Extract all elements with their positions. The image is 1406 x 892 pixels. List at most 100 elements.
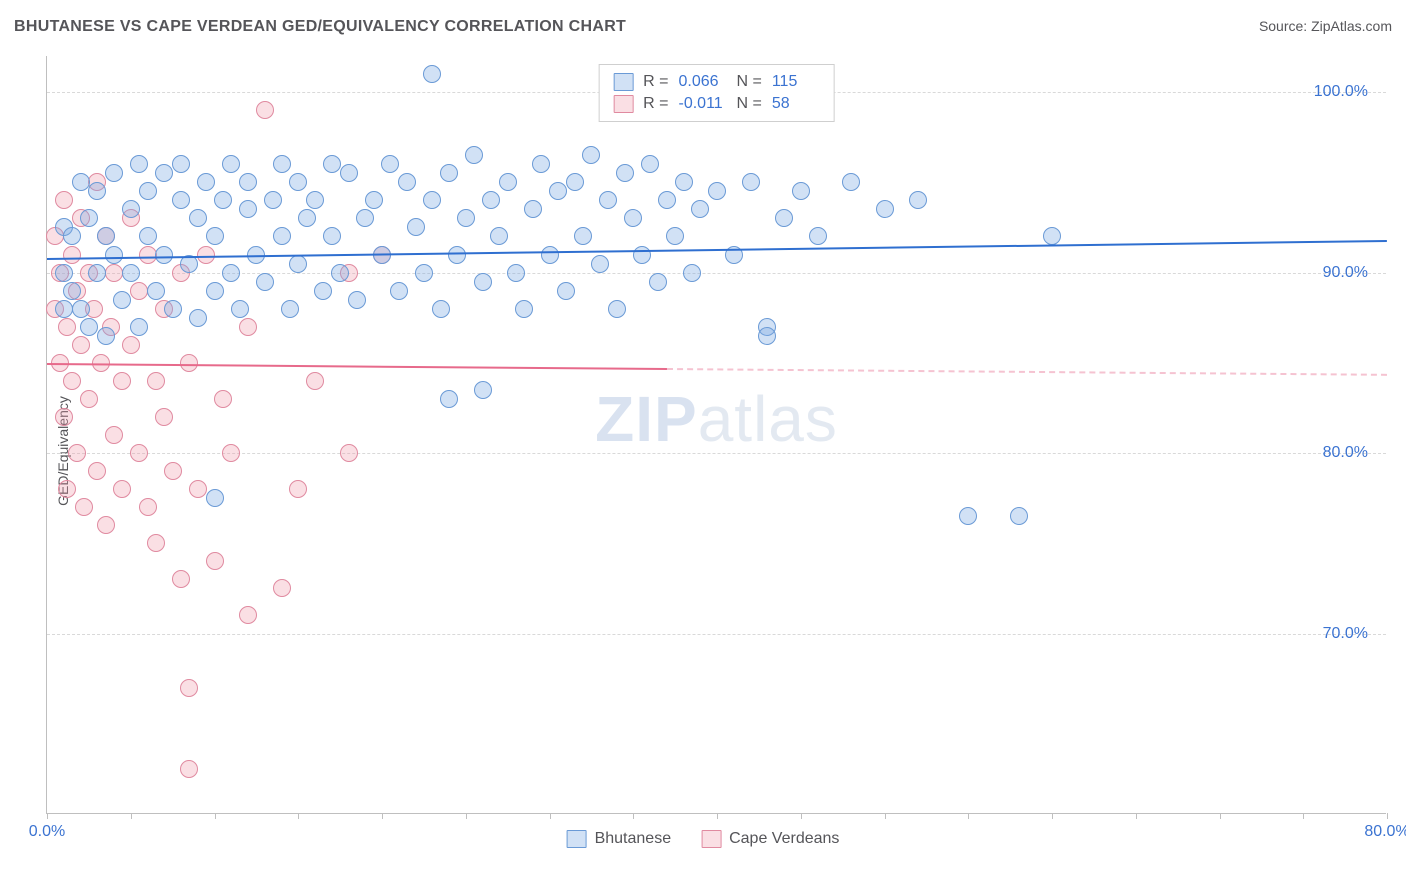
scatter-point: [206, 552, 224, 570]
scatter-point: [599, 191, 617, 209]
scatter-point: [55, 408, 73, 426]
scatter-point: [273, 579, 291, 597]
watermark-part1: ZIP: [595, 383, 698, 455]
chart-area: GED/Equivalency ZIPatlas 70.0%80.0%90.0%…: [0, 48, 1406, 854]
scatter-point: [105, 426, 123, 444]
scatter-point: [591, 255, 609, 273]
legend-swatch: [567, 830, 587, 848]
plot-region: ZIPatlas 70.0%80.0%90.0%100.0%0.0%80.0%R…: [46, 56, 1386, 814]
y-tick-label: 80.0%: [1323, 444, 1368, 462]
scatter-point: [239, 606, 257, 624]
x-tick: [1303, 813, 1304, 819]
scatter-point: [189, 209, 207, 227]
scatter-point: [130, 155, 148, 173]
scatter-point: [809, 227, 827, 245]
scatter-point: [239, 173, 257, 191]
scatter-point: [574, 227, 592, 245]
scatter-point: [147, 372, 165, 390]
x-tick-label: 0.0%: [29, 823, 65, 841]
scatter-point: [909, 191, 927, 209]
legend-series-name: Bhutanese: [595, 830, 672, 848]
scatter-point: [164, 462, 182, 480]
y-tick-label: 70.0%: [1323, 625, 1368, 643]
legend-n-label: N =: [737, 71, 762, 93]
scatter-point: [608, 300, 626, 318]
scatter-point: [708, 182, 726, 200]
scatter-point: [273, 155, 291, 173]
scatter-point: [72, 300, 90, 318]
scatter-point: [683, 264, 701, 282]
scatter-point: [105, 264, 123, 282]
scatter-point: [624, 209, 642, 227]
scatter-point: [97, 227, 115, 245]
scatter-point: [549, 182, 567, 200]
scatter-point: [649, 273, 667, 291]
scatter-point: [398, 173, 416, 191]
legend-bottom: BhutaneseCape Verdeans: [567, 830, 840, 848]
x-tick: [968, 813, 969, 819]
scatter-point: [423, 65, 441, 83]
scatter-point: [189, 480, 207, 498]
x-tick: [885, 813, 886, 819]
scatter-point: [256, 273, 274, 291]
scatter-point: [88, 182, 106, 200]
scatter-point: [407, 218, 425, 236]
scatter-point: [323, 155, 341, 173]
scatter-point: [155, 246, 173, 264]
legend-swatch: [613, 73, 633, 91]
scatter-point: [658, 191, 676, 209]
legend-n-value: 58: [772, 93, 820, 115]
scatter-point: [55, 300, 73, 318]
scatter-point: [214, 191, 232, 209]
legend-stats-row: R =-0.011N =58: [613, 93, 820, 115]
x-tick: [298, 813, 299, 819]
scatter-point: [365, 191, 383, 209]
legend-stats-row: R =0.066N =115: [613, 71, 820, 93]
scatter-point: [206, 489, 224, 507]
scatter-point: [465, 146, 483, 164]
trend-line: [667, 368, 1387, 376]
scatter-point: [130, 444, 148, 462]
scatter-point: [72, 336, 90, 354]
scatter-point: [423, 191, 441, 209]
scatter-point: [197, 246, 215, 264]
scatter-point: [197, 173, 215, 191]
scatter-point: [75, 498, 93, 516]
scatter-point: [666, 227, 684, 245]
scatter-point: [323, 227, 341, 245]
scatter-point: [675, 173, 693, 191]
scatter-point: [289, 173, 307, 191]
scatter-point: [72, 173, 90, 191]
scatter-point: [180, 354, 198, 372]
legend-n-label: N =: [737, 93, 762, 115]
scatter-point: [172, 191, 190, 209]
scatter-point: [172, 155, 190, 173]
scatter-point: [792, 182, 810, 200]
legend-r-value: 0.066: [679, 71, 727, 93]
scatter-point: [381, 155, 399, 173]
gridline: [47, 453, 1386, 454]
watermark-part2: atlas: [698, 383, 838, 455]
scatter-point: [775, 209, 793, 227]
scatter-point: [515, 300, 533, 318]
scatter-point: [633, 246, 651, 264]
scatter-point: [206, 227, 224, 245]
scatter-point: [356, 209, 374, 227]
scatter-point: [164, 300, 182, 318]
legend-r-label: R =: [643, 93, 668, 115]
scatter-point: [289, 255, 307, 273]
scatter-point: [758, 327, 776, 345]
scatter-point: [180, 760, 198, 778]
scatter-point: [122, 264, 140, 282]
legend-swatch: [701, 830, 721, 848]
scatter-point: [616, 164, 634, 182]
scatter-point: [139, 246, 157, 264]
scatter-point: [155, 164, 173, 182]
scatter-point: [482, 191, 500, 209]
scatter-point: [566, 173, 584, 191]
x-tick: [47, 813, 48, 819]
scatter-point: [306, 372, 324, 390]
watermark: ZIPatlas: [595, 382, 838, 456]
scatter-point: [130, 282, 148, 300]
scatter-point: [147, 282, 165, 300]
